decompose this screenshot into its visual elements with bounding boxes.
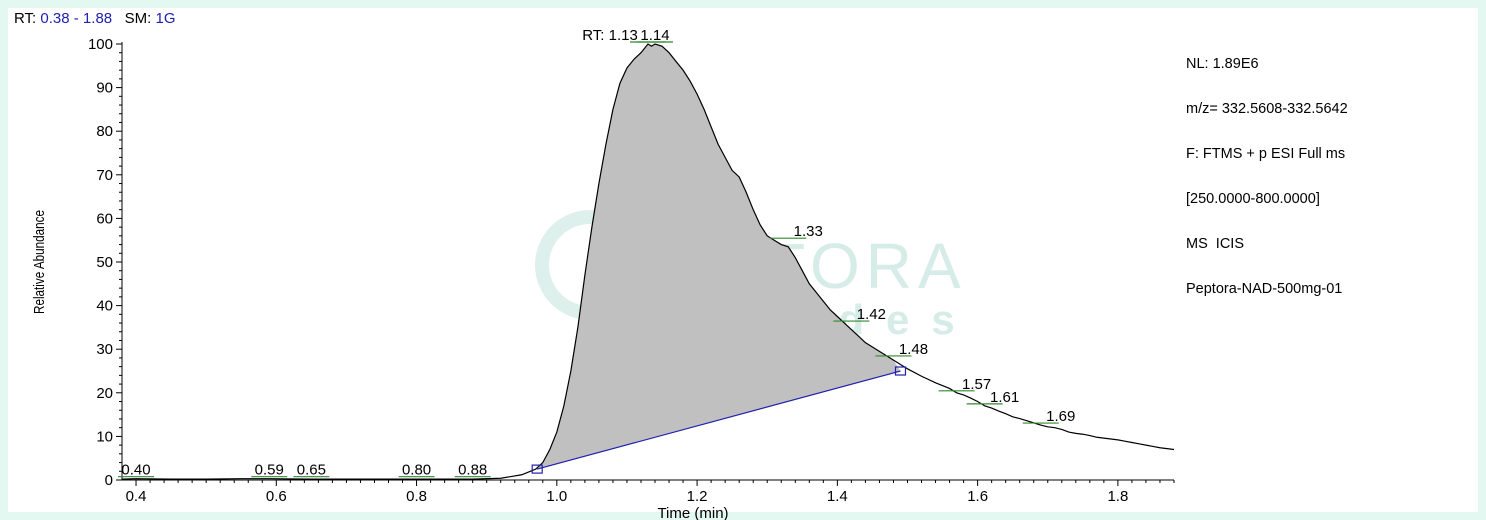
rt-header: RT: 0.38 - 1.88 SM: 1G bbox=[14, 10, 176, 27]
scan-info: NL: 1.89E6 m/z= 332.5608-332.5642 F: FTM… bbox=[1186, 27, 1348, 312]
peak-label: 1.33 bbox=[794, 223, 823, 240]
integration-baseline bbox=[537, 370, 901, 470]
peak-labels: 0.40 0.59 0.65 0.80 0.88 RT: 1.13 1.14 1.33 1.42… bbox=[118, 27, 1075, 479]
y-axis-title: Relative Abundance bbox=[31, 210, 48, 314]
x-tick-label: 1.8 bbox=[1107, 488, 1128, 505]
info-line: [250.0000-800.0000] bbox=[1186, 191, 1320, 207]
peak-label: RT: 1.13 bbox=[582, 27, 638, 44]
peak-label: 1.61 bbox=[990, 389, 1019, 406]
peak-label: 1.57 bbox=[962, 376, 991, 393]
y-tick-label: 100 bbox=[88, 36, 113, 53]
peak-label: 0.80 bbox=[402, 462, 431, 479]
y-tick-label: 60 bbox=[96, 210, 113, 227]
sm-value: 1G bbox=[155, 10, 176, 27]
peak-label: 1.69 bbox=[1046, 408, 1075, 425]
axes: 0 10 20 30 40 50 60 70 80 90 100 0.4 0.6 0.8 1.0 1.2 1.4… bbox=[31, 36, 1175, 520]
peak-label: 0.65 bbox=[297, 462, 326, 479]
baseline-end-marker bbox=[894, 366, 907, 376]
x-tick-label: 1.6 bbox=[967, 488, 988, 505]
trace-line bbox=[121, 43, 1175, 480]
y-tick-label: 40 bbox=[96, 298, 113, 315]
rt-label: RT: bbox=[14, 10, 37, 27]
x-tick-label: 1.4 bbox=[827, 488, 848, 505]
x-axis-title: Time (min) bbox=[657, 505, 728, 520]
peak-label: 1.42 bbox=[857, 306, 886, 323]
y-tick-label: 30 bbox=[96, 341, 113, 358]
rt-range: 0.38 - 1.88 bbox=[40, 10, 113, 27]
baseline-start-marker bbox=[531, 464, 543, 474]
peak-label: 0.88 bbox=[458, 462, 487, 479]
peak-area-fill bbox=[537, 44, 901, 470]
y-tick-label: 20 bbox=[96, 385, 113, 402]
x-tick-label: 0.8 bbox=[406, 488, 427, 505]
peak-label: 1.48 bbox=[899, 341, 928, 358]
x-tick-label: 1.0 bbox=[546, 488, 567, 505]
peak-label: 1.14 bbox=[640, 27, 669, 44]
y-tick-label: 0 bbox=[105, 472, 113, 489]
x-tick-label: 0.4 bbox=[126, 488, 147, 505]
info-line: NL: 1.89E6 bbox=[1186, 56, 1259, 72]
x-tick-label: 1.2 bbox=[687, 488, 708, 505]
peak-label: 0.59 bbox=[255, 462, 284, 479]
peak-label: 0.40 bbox=[121, 462, 150, 479]
integrated-peak-area bbox=[537, 44, 901, 470]
sm-label: SM: bbox=[124, 10, 152, 27]
info-line: m/z= 332.5608-332.5642 bbox=[1186, 101, 1348, 117]
y-tick-label: 50 bbox=[96, 254, 113, 271]
y-tick-label: 70 bbox=[96, 167, 113, 184]
y-tick-label: 80 bbox=[96, 123, 113, 140]
x-tick-label: 0.6 bbox=[266, 488, 287, 505]
info-line: Peptora-NAD-500mg-01 bbox=[1186, 281, 1343, 297]
chromatogram-trace bbox=[121, 43, 1175, 480]
info-line: F: FTMS + p ESI Full ms bbox=[1186, 146, 1346, 162]
y-tick-label: 90 bbox=[96, 80, 113, 97]
info-line: MS ICIS bbox=[1186, 236, 1245, 252]
y-tick-label: 10 bbox=[96, 428, 113, 445]
